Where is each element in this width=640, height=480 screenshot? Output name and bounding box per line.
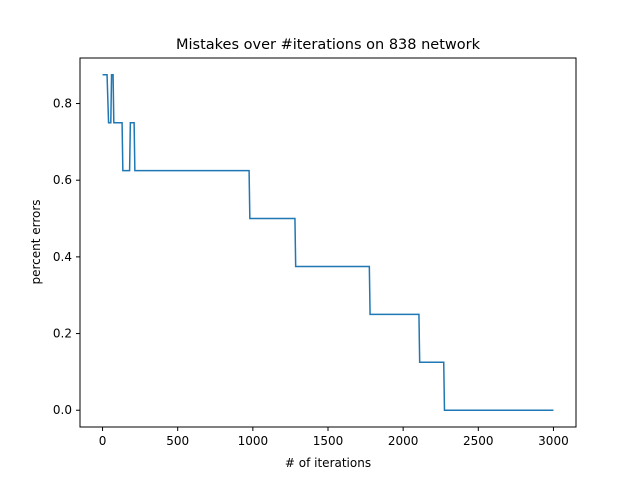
- x-tick-label: 3000: [538, 434, 569, 448]
- y-axis-title: percent errors: [29, 199, 43, 284]
- y-tick-label: 0.8: [53, 97, 72, 111]
- x-axis-ticks: 0 500 1000 1500 2000 2500 3000: [99, 427, 569, 448]
- x-tick-label: 1500: [313, 434, 344, 448]
- chart-title: Mistakes over #iterations on 838 network: [176, 37, 481, 53]
- y-tick-label: 0.2: [53, 327, 72, 341]
- series-line: [102, 74, 554, 411]
- plot-area-frame: [79, 57, 577, 428]
- y-tick-label: 0.0: [53, 403, 72, 417]
- y-tick-label: 0.4: [53, 250, 72, 264]
- x-tick-label: 500: [166, 434, 189, 448]
- y-axis-ticks: 0.0 0.2 0.4 0.6 0.8: [53, 97, 80, 417]
- x-tick-label: 2000: [388, 434, 419, 448]
- series-layer: [102, 74, 554, 411]
- x-tick-label: 1000: [238, 434, 269, 448]
- x-tick-label: 0: [99, 434, 107, 448]
- x-tick-label: 2500: [463, 434, 494, 448]
- x-axis-title: # of iterations: [285, 456, 371, 470]
- y-tick-label: 0.6: [53, 173, 72, 187]
